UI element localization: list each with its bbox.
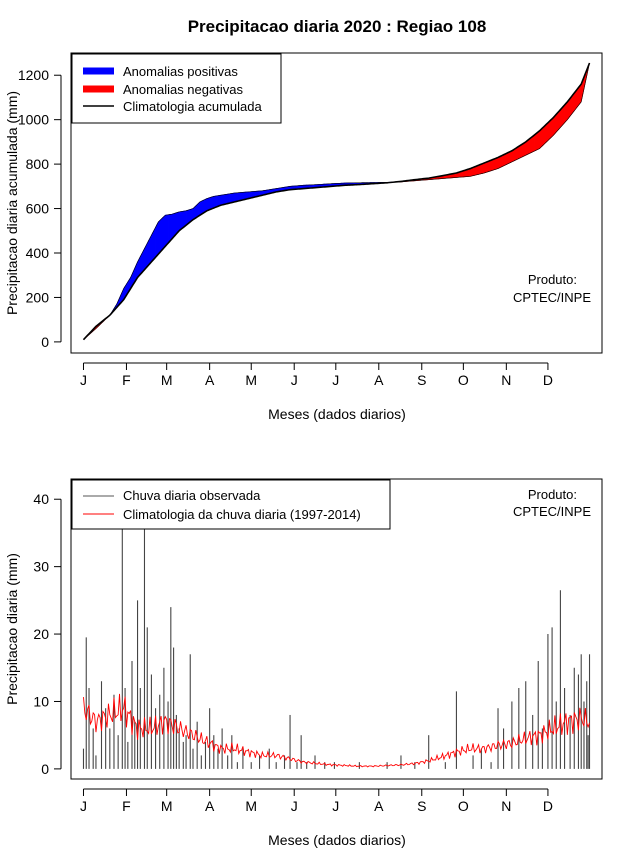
cumulative-x-tick-label: A bbox=[205, 372, 215, 388]
legend-positive-label: Anomalias positivas bbox=[123, 64, 238, 79]
daily-y-tick-label: 40 bbox=[33, 491, 49, 507]
cumulative-x-tick-label: N bbox=[501, 372, 511, 388]
cumulative-x-tick-label: J bbox=[332, 372, 339, 388]
daily-legend-box bbox=[71, 479, 391, 530]
daily-x-tick-label: J bbox=[332, 798, 339, 814]
cumulative-anomaly-fill bbox=[83, 62, 590, 340]
cumulative-x-label: Meses (dados diarios) bbox=[268, 406, 406, 422]
cumulative-y-tick-label: 400 bbox=[26, 245, 50, 261]
cumulative-y-tick-label: 800 bbox=[26, 156, 50, 172]
cumulative-y-axis: 0 200 400 600 800 1000 1200 bbox=[18, 67, 62, 350]
cumulative-y-tick-label: 600 bbox=[26, 201, 50, 217]
cumulative-x-tick-label: D bbox=[543, 372, 553, 388]
cumulative-x-tick-label: S bbox=[417, 372, 426, 388]
legend-climatology-label: Climatologia acumulada bbox=[123, 99, 263, 114]
cumulative-panel: 0 200 400 600 800 1000 1200 J F M A M J J A S O N D Preci… bbox=[4, 52, 603, 422]
daily-y-tick-label: 10 bbox=[33, 693, 49, 709]
daily-x-label: Meses (dados diarios) bbox=[268, 832, 406, 848]
cumulative-x-tick-label: F bbox=[122, 372, 131, 388]
cumulative-product-note: Produto: bbox=[528, 272, 577, 287]
daily-x-tick-label: M bbox=[245, 798, 257, 814]
daily-y-axis: 0 10 20 30 40 bbox=[33, 491, 62, 777]
legend-observed-label: Chuva diaria observada bbox=[123, 488, 261, 503]
legend-climatology-daily-label: Climatologia da chuva diaria (1997-2014) bbox=[123, 507, 361, 522]
daily-y-label: Precipitacao diaria (mm) bbox=[4, 553, 20, 705]
daily-x-tick-label: F bbox=[122, 798, 131, 814]
cumulative-x-tick-label: A bbox=[374, 372, 384, 388]
cumulative-x-tick-label: M bbox=[245, 372, 257, 388]
daily-product-note: Produto: bbox=[528, 487, 577, 502]
cumulative-plot-frame bbox=[70, 52, 603, 354]
daily-plot-frame bbox=[70, 478, 603, 780]
cumulative-y-label: Precipitacao diaria acumulada (mm) bbox=[4, 91, 20, 315]
cumulative-product-source: CPTEC/INPE bbox=[513, 290, 591, 305]
cumulative-climatology-line bbox=[82, 62, 591, 341]
daily-x-tick-label: A bbox=[205, 798, 215, 814]
daily-x-tick-label: D bbox=[543, 798, 553, 814]
daily-climatology-line bbox=[83, 693, 590, 768]
cumulative-y-tick-label: 0 bbox=[41, 334, 49, 350]
legend-negative-label: Anomalias negativas bbox=[123, 82, 243, 97]
daily-x-tick-label: A bbox=[374, 798, 384, 814]
daily-y-tick-label: 20 bbox=[33, 626, 49, 642]
daily-panel: 0 10 20 30 40 J F M A M J J A S O N D Precipitacao diar… bbox=[4, 478, 603, 848]
cumulative-y-tick-label: 1200 bbox=[18, 67, 49, 83]
daily-product-source: CPTEC/INPE bbox=[513, 504, 591, 519]
cumulative-x-tick-label: J bbox=[291, 372, 298, 388]
daily-x-tick-label: O bbox=[458, 798, 469, 814]
climatology-cumulative-line bbox=[82, 62, 591, 341]
daily-x-tick-label: J bbox=[291, 798, 298, 814]
cumulative-y-tick-label: 1000 bbox=[18, 112, 49, 128]
cumulative-legend: Anomalias positivas Anomalias negativas … bbox=[71, 53, 282, 124]
daily-x-tick-label: S bbox=[417, 798, 426, 814]
daily-observed-bars bbox=[82, 526, 591, 769]
daily-y-tick-label: 30 bbox=[33, 559, 49, 575]
daily-y-tick-label: 0 bbox=[41, 761, 49, 777]
observed-cumulative-outline bbox=[83, 62, 590, 340]
cumulative-x-tick-label: M bbox=[161, 372, 173, 388]
daily-x-tick-label: N bbox=[501, 798, 511, 814]
cumulative-x-tick-label: O bbox=[458, 372, 469, 388]
daily-climatology-path bbox=[83, 693, 590, 768]
daily-x-tick-label: M bbox=[161, 798, 173, 814]
cumulative-y-tick-label: 200 bbox=[26, 289, 50, 305]
cumulative-x-tick-label: J bbox=[80, 372, 87, 388]
figure-title: Precipitacao diaria 2020 : Regiao 108 bbox=[188, 17, 487, 36]
daily-legend: Chuva diaria observada Climatologia da c… bbox=[71, 479, 391, 530]
daily-x-tick-label: J bbox=[80, 798, 87, 814]
